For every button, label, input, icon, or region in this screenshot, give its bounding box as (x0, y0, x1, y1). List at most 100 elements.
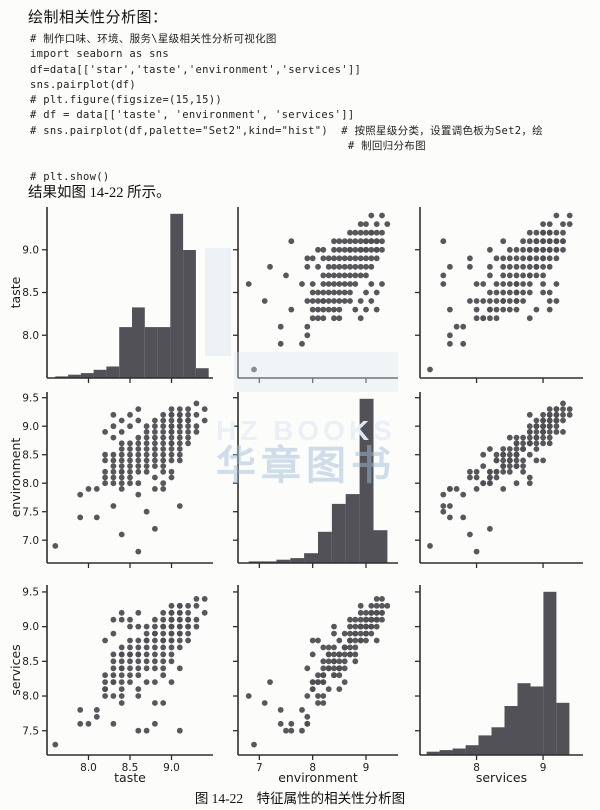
scatter-point (336, 255, 343, 262)
scatter-point (493, 474, 500, 481)
scatter-point (520, 272, 526, 279)
scatter-point (168, 468, 175, 475)
scatter-point (546, 246, 553, 253)
scatter-point (379, 281, 385, 287)
scatter-point (540, 429, 546, 435)
scatter-point (487, 272, 493, 279)
panel-taste-services (415, 207, 583, 383)
hist-bar (491, 727, 505, 755)
scatter-point (352, 238, 359, 245)
scatter-point (143, 651, 150, 658)
scatter-point (520, 446, 526, 452)
scatter-point (352, 255, 359, 262)
scatter-point (304, 323, 311, 330)
scatter-point (347, 263, 353, 270)
scatter-point (135, 665, 142, 672)
scatter-point (176, 411, 183, 418)
scatter-point (135, 727, 142, 734)
scatter-point (118, 474, 125, 481)
scatter-point (341, 272, 348, 279)
scatter-point (553, 246, 560, 253)
scatter-point (513, 263, 520, 270)
scatter-point (526, 451, 533, 458)
scatter-point (135, 406, 142, 412)
scatter-point (336, 651, 343, 658)
scatter-point (526, 229, 533, 236)
scatter-point (176, 644, 183, 651)
scatter-point (546, 423, 553, 430)
scatter-point (160, 423, 167, 430)
scatter-point (299, 281, 305, 287)
y-tick-label: 7.5 (22, 506, 39, 518)
col-axis-label: taste (114, 770, 146, 785)
scatter-point (127, 644, 133, 651)
scatter-point (110, 451, 117, 458)
scatter-point (168, 630, 175, 637)
x-tick-label: 8 (309, 762, 316, 774)
scatter-point (352, 263, 359, 270)
scatter-point (118, 446, 125, 452)
scatter-point (460, 514, 467, 521)
scatter-point (352, 630, 359, 637)
x-tick-label: 8 (473, 762, 480, 774)
scatter-point (331, 672, 337, 679)
scatter-point (363, 306, 369, 313)
scatter-point (118, 531, 125, 538)
scatter-point (152, 440, 158, 447)
col-axis-label: environment (278, 770, 358, 785)
scatter-point (347, 630, 353, 637)
y-tick-label: 8.5 (22, 287, 39, 299)
scatter-point (500, 468, 507, 475)
scatter-point (553, 406, 560, 412)
scatter-point (336, 246, 343, 253)
scatter-point (152, 651, 158, 658)
scatter-point (368, 609, 375, 616)
scatter-point (368, 623, 375, 630)
scatter-point (201, 596, 208, 602)
scatter-point (288, 727, 295, 734)
scatter-point (160, 463, 167, 469)
scatter-point (152, 423, 158, 430)
scatter-point (546, 417, 553, 424)
scatter-point (513, 289, 520, 296)
scatter-point (520, 289, 526, 296)
scatter-point (357, 238, 364, 245)
scatter-point (85, 486, 92, 492)
scatter-point (152, 429, 158, 435)
scatter-point (193, 411, 200, 418)
scatter-point (118, 616, 125, 623)
y-tick-label: 9.0 (22, 621, 39, 633)
scatter-point (102, 474, 108, 481)
scatter-point (467, 263, 473, 270)
scatter-point (135, 609, 142, 616)
scatter-point (513, 246, 520, 253)
scatter-point (110, 665, 117, 672)
scatter-point (193, 429, 200, 435)
scatter-point (127, 463, 133, 469)
hist-bar (478, 735, 492, 755)
scatter-point (118, 486, 125, 492)
scatter-point (363, 263, 369, 270)
scatter-point (373, 623, 380, 630)
scatter-point (373, 616, 380, 623)
scatter-point (506, 281, 513, 287)
scatter-point (143, 451, 150, 458)
scatter-point (118, 480, 125, 487)
scatter-point (118, 700, 125, 706)
page-title: 绘制相关性分析图： (28, 10, 168, 26)
scatter-point (341, 644, 348, 651)
scatter-point (373, 609, 380, 616)
scatter-point (341, 630, 348, 637)
scatter-point (152, 451, 158, 458)
scatter-point (540, 238, 546, 245)
scatter-point (160, 480, 167, 487)
scatter-point (560, 246, 566, 253)
scatter-point (176, 446, 183, 452)
scatter-point (331, 246, 337, 253)
scatter-point (487, 446, 493, 452)
scatter-point (336, 238, 343, 245)
scatter-point (102, 468, 108, 475)
scatter-point (110, 468, 117, 475)
scatter-point (347, 298, 353, 304)
scatter-point (52, 543, 59, 549)
